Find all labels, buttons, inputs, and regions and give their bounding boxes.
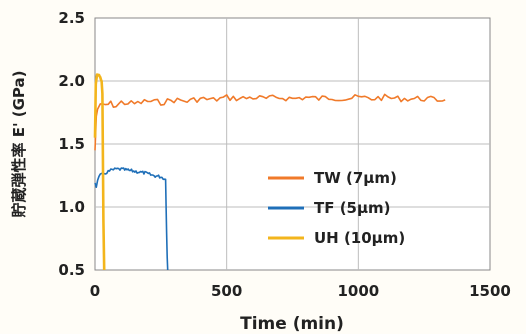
- series-lines: [93, 73, 446, 271]
- y-tick-label: 2.0: [58, 72, 85, 90]
- series-line-tf: [94, 167, 169, 271]
- x-tick-label: 1000: [337, 282, 379, 300]
- y-axis-label: 貯蔵弾性率 E' (GPa): [10, 70, 28, 217]
- y-tick-label: 1.5: [58, 135, 85, 153]
- grid: [95, 18, 490, 270]
- series-line-tw: [94, 93, 446, 151]
- y-tick-label: 1.0: [58, 198, 85, 216]
- x-tick-labels: 0 500 1000 1500: [90, 282, 511, 300]
- x-tick-label: 1500: [469, 282, 511, 300]
- legend: TW (7μm) TF (5μm) UH (10μm): [268, 169, 405, 247]
- legend-label-tw: TW (7μm): [314, 169, 397, 187]
- y-tick-label: 0.5: [58, 261, 85, 279]
- legend-label-tf: TF (5μm): [314, 199, 391, 217]
- y-tick-label: 2.5: [58, 9, 85, 27]
- x-tick-label: 500: [211, 282, 242, 300]
- x-axis-label: Time (min): [240, 314, 344, 334]
- legend-label-uh: UH (10μm): [314, 229, 405, 247]
- x-tick-label: 0: [90, 282, 100, 300]
- series-line-uh: [93, 73, 106, 271]
- y-tick-labels: 0.5 1.0 1.5 2.0 2.5: [58, 9, 85, 279]
